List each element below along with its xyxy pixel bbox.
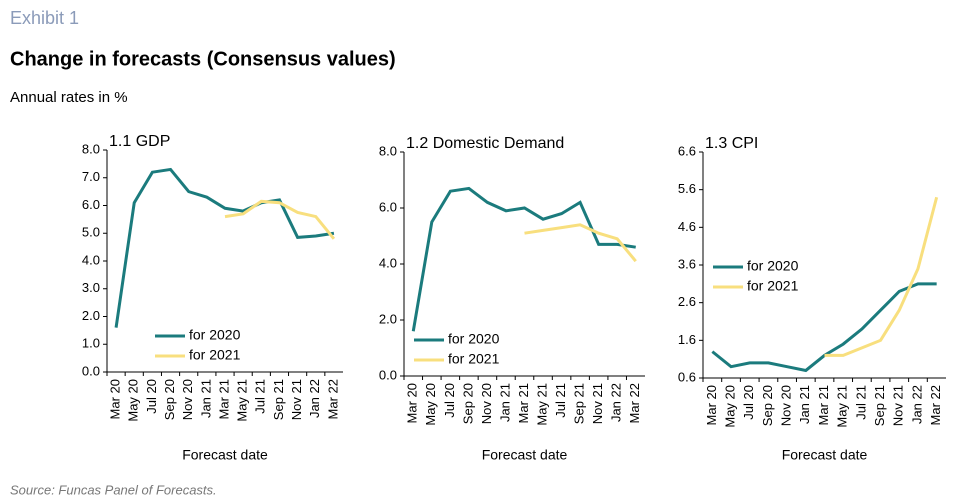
x-tick-label: Jul 21 (553, 383, 568, 418)
legend-label: for 2020 (448, 331, 500, 347)
exhibit-label: Exhibit 1 (10, 8, 79, 28)
x-tick-label: Sep 21 (271, 379, 286, 420)
x-tick-label: Jan 22 (307, 379, 322, 418)
line-series (114, 167, 335, 328)
x-tick-label: Mar 20 (704, 385, 719, 425)
legend-label: for 2021 (448, 351, 500, 367)
x-tick-label: Nov 20 (479, 383, 494, 424)
x-tick-label: Nov 20 (779, 385, 794, 426)
y-tick-label: 8.0 (379, 143, 397, 158)
y-tick-label: 2.6 (678, 294, 696, 309)
x-tick-label: Nov 21 (289, 379, 304, 420)
x-tick-label: May 21 (835, 385, 850, 428)
x-tick-label: Nov 21 (891, 385, 906, 426)
y-tick-label: 5.0 (82, 225, 100, 240)
y-tick-label: 4.0 (379, 255, 397, 270)
x-tick-label: May 21 (235, 379, 250, 422)
x-tick-label: Sep 20 (162, 379, 177, 420)
y-tick-label: 7.0 (82, 169, 100, 184)
x-tick-label: May 20 (423, 383, 438, 426)
chart-title: 1.2 Domestic Demand (406, 135, 564, 152)
x-tick-label: Jul 20 (741, 385, 756, 420)
chart-title: 1.3 CPI (705, 135, 758, 152)
x-tick-label: Mar 20 (108, 379, 123, 419)
legend-label: for 2020 (189, 327, 241, 343)
legend-label: for 2021 (747, 278, 799, 294)
chart-title: 1.1 GDP (109, 133, 170, 150)
y-tick-label: 2.0 (82, 308, 100, 323)
x-tick-label: May 20 (126, 379, 141, 422)
x-axis-label: Forecast date (482, 447, 568, 463)
y-tick-label: 1.6 (678, 332, 696, 347)
line-series (824, 196, 939, 357)
x-tick-label: Jul 21 (253, 379, 268, 414)
page-title: Change in forecasts (Consensus values) (10, 48, 396, 70)
y-tick-label: 0.0 (82, 363, 100, 378)
y-tick-label: 4.0 (82, 252, 100, 267)
x-tick-label: Jul 20 (442, 383, 457, 418)
x-tick-label: Mar 22 (928, 385, 943, 425)
source-note: Source: Funcas Panel of Forecasts. (10, 482, 217, 497)
x-axis-label: Forecast date (182, 447, 268, 463)
x-axis-label: Forecast date (782, 447, 868, 463)
y-tick-label: 2.0 (379, 311, 397, 326)
legend-label: for 2021 (189, 347, 241, 363)
x-tick-label: Nov 20 (180, 379, 195, 420)
x-tick-label: Jan 21 (797, 385, 812, 424)
x-tick-label: Jan 22 (909, 385, 924, 424)
x-tick-label: Jul 21 (853, 385, 868, 420)
chart-panel: 0.0 2.0 4.0 6.0 8.0 Mar 20 May 20 Jul 20 Sep 20 N… (379, 135, 645, 463)
y-tick-label: 8.0 (82, 141, 100, 156)
y-tick-label: 5.6 (678, 181, 696, 196)
x-tick-label: Sep 20 (460, 383, 475, 424)
y-tick-label: 6.6 (678, 143, 696, 158)
x-tick-label: Sep 20 (760, 385, 775, 426)
x-tick-label: Mar 20 (405, 383, 420, 423)
y-tick-label: 3.6 (678, 256, 696, 271)
y-tick-label: 0.0 (379, 367, 397, 382)
y-tick-label: 3.0 (82, 280, 100, 295)
x-tick-label: Mar 21 (216, 379, 231, 419)
page-subtitle: Annual rates in % (10, 89, 128, 106)
x-tick-label: Sep 21 (872, 385, 887, 426)
x-tick-label: May 20 (722, 385, 737, 428)
x-tick-label: Jan 21 (198, 379, 213, 418)
x-tick-label: Jul 20 (144, 379, 159, 414)
x-tick-label: Jan 22 (609, 383, 624, 422)
y-tick-label: 6.0 (379, 199, 397, 214)
y-tick-label: 1.0 (82, 336, 100, 351)
legend-label: for 2020 (747, 258, 799, 274)
x-tick-label: Mar 21 (816, 385, 831, 425)
x-tick-label: Mar 22 (325, 379, 340, 419)
x-tick-label: Nov 21 (590, 383, 605, 424)
line-series (711, 282, 937, 373)
y-tick-label: 6.0 (82, 197, 100, 212)
line-series (224, 199, 336, 240)
x-tick-label: Mar 22 (627, 383, 642, 423)
y-tick-label: 0.6 (678, 369, 696, 384)
x-tick-label: Sep 21 (572, 383, 587, 424)
x-tick-label: May 21 (534, 383, 549, 426)
x-tick-label: Mar 21 (516, 383, 531, 423)
chart-panel: 0.6 1.6 2.6 3.6 4.6 5.6 6.6 Mar 20 May 20 Jul 20 S… (678, 135, 946, 463)
line-series (411, 186, 636, 332)
line-series (524, 223, 637, 263)
y-tick-label: 4.6 (678, 219, 696, 234)
x-tick-label: Jan 21 (497, 383, 512, 422)
